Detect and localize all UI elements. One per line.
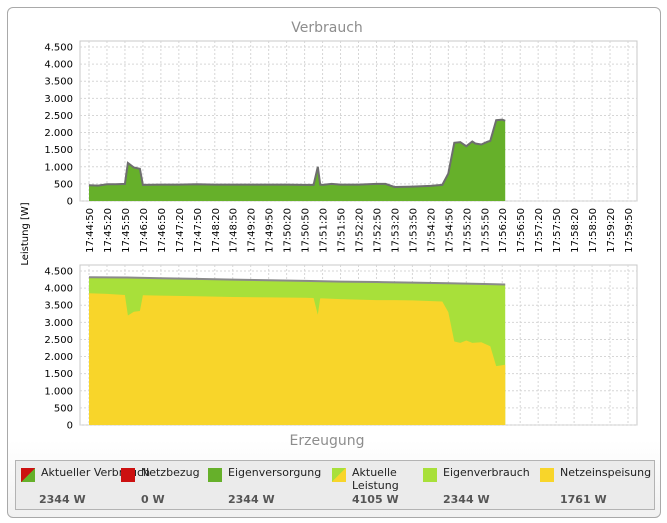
y-tick-label: 3.000 (44, 318, 73, 329)
y-tick-label: 2.000 (44, 128, 73, 139)
x-tick-label: 17:50:50 (301, 208, 312, 253)
x-tick-label: 17:47:50 (193, 208, 204, 253)
x-tick-label: 17:48:20 (211, 208, 222, 253)
x-tick-label: 17:51:50 (337, 208, 348, 253)
x-tick-label: 17:55:20 (462, 208, 473, 253)
x-tick-label: 17:51:20 (319, 208, 330, 253)
y-tick-label: 1.500 (44, 369, 73, 380)
legend-swatch (423, 468, 437, 482)
x-tick-label: 17:58:20 (570, 208, 581, 253)
legend-swatch (332, 468, 346, 482)
legend-label: Netzbezug (141, 466, 200, 479)
legend-value: 4105 W (352, 493, 399, 506)
x-tick-label: 17:46:20 (139, 208, 150, 253)
x-tick-label: 17:58:50 (588, 208, 599, 253)
x-tick-label: 17:52:20 (355, 208, 366, 253)
y-tick-label: 2.000 (44, 352, 73, 363)
x-tick-label: 17:56:20 (498, 208, 509, 253)
x-tick-label: 17:50:20 (283, 208, 294, 253)
line-aktuelle-leistung (88, 276, 506, 286)
x-tick-label: 17:54:20 (426, 208, 437, 253)
chart-title-verbrauch: Verbrauch (291, 20, 363, 36)
y-tick-label: 4.000 (44, 284, 73, 295)
legend-label: Eigenversorgung (228, 466, 322, 479)
legend-label: Eigenverbrauch (443, 466, 530, 479)
x-tick-label: 17:56:50 (516, 208, 527, 253)
legend-swatch (21, 468, 35, 482)
y-tick-label: 4.000 (44, 60, 73, 71)
x-tick-label: 17:54:50 (444, 208, 455, 253)
x-tick-label: 17:45:50 (121, 208, 132, 253)
legend-value: 2344 W (39, 493, 86, 506)
x-tick-label: 17:59:50 (624, 208, 635, 253)
y-tick-label: 4.500 (44, 267, 73, 278)
y-tick-label: 4.500 (44, 43, 73, 54)
legend-value: 0 W (141, 493, 165, 506)
y-tick-label: 500 (54, 179, 73, 190)
y-tick-label: 1.000 (44, 386, 73, 397)
x-tick-label: 17:59:20 (606, 208, 617, 253)
x-tick-label: 17:44:50 (85, 208, 96, 253)
x-tick-label: 17:48:50 (229, 208, 240, 253)
legend-value: 1761 W (560, 493, 607, 506)
y-tick-label: 3.500 (44, 77, 73, 88)
x-tick-label: 17:53:50 (408, 208, 419, 253)
legend-swatch (540, 468, 554, 482)
y-tick-label: 1.000 (44, 162, 73, 173)
y-tick-label: 500 (54, 403, 73, 414)
y-tick-label: 2.500 (44, 335, 73, 346)
legend-value: 2344 W (443, 493, 490, 506)
y-tick-label: 0 (67, 421, 73, 432)
legend-label: Aktuelle Leistung (352, 466, 399, 492)
legend: Aktueller Verbrauch 2344 W Netzbezug 0 W… (15, 460, 655, 510)
x-tick-label: 17:52:50 (372, 208, 383, 253)
chart-title-erzeugung: Erzeugung (290, 433, 365, 449)
legend-value: 2344 W (228, 493, 275, 506)
legend-swatch (121, 468, 135, 482)
y-axis-label: Leistung [W] (20, 202, 31, 265)
area-eigenversorgung (89, 119, 506, 201)
y-tick-label: 3.000 (44, 94, 73, 105)
x-tick-label: 17:57:20 (534, 208, 545, 253)
x-tick-label: 17:55:50 (480, 208, 491, 253)
x-tick-label: 17:49:50 (265, 208, 276, 253)
legend-label: Netzeinspeisung (560, 466, 652, 479)
x-tick-label: 17:46:50 (157, 208, 168, 253)
y-tick-label: 1.500 (44, 145, 73, 156)
y-tick-label: 3.500 (44, 301, 73, 312)
area-netzeinspeisung (89, 293, 506, 425)
line-aktueller-verbrauch (88, 118, 506, 189)
x-tick-label: 17:57:50 (552, 208, 563, 253)
legend-swatch (208, 468, 222, 482)
x-tick-label: 17:53:20 (390, 208, 401, 253)
y-tick-label: 2.500 (44, 111, 73, 122)
x-tick-label: 17:49:20 (247, 208, 258, 253)
x-tick-label: 17:47:20 (175, 208, 186, 253)
x-tick-label: 17:45:20 (103, 208, 114, 253)
y-tick-label: 0 (67, 197, 73, 208)
